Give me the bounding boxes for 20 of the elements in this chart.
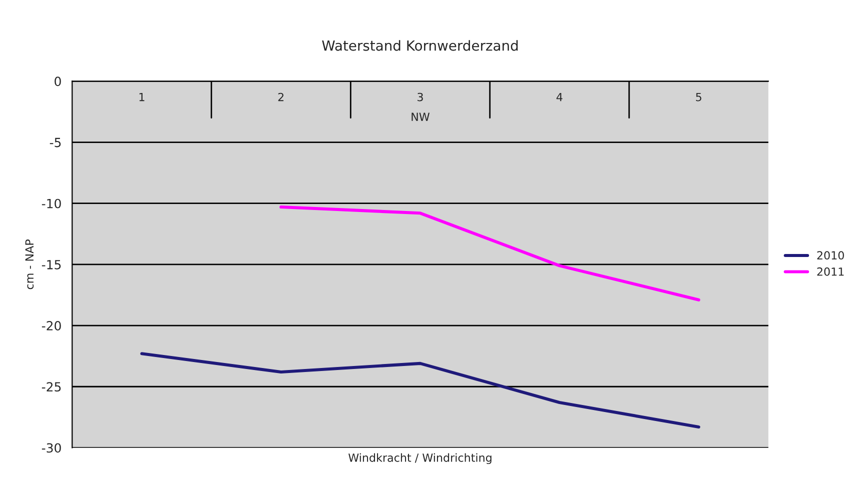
line-series xyxy=(279,205,700,302)
y-tick-label: -5 xyxy=(50,138,61,148)
y-tick-label: 0 xyxy=(54,76,61,86)
y-tick-label: -20 xyxy=(42,321,61,330)
y-tick-label: -15 xyxy=(42,260,61,270)
x-tick-label: 2 xyxy=(278,92,284,102)
x-axis-title: Windkracht / Windrichting xyxy=(348,453,492,464)
y-tick-label: -30 xyxy=(42,443,61,453)
annotation: NW xyxy=(412,112,430,121)
legend-label: 2011 xyxy=(817,267,844,276)
x-tick-label: 4 xyxy=(556,92,562,102)
line-series xyxy=(140,352,700,428)
y-tick-label: -10 xyxy=(42,198,61,208)
chart-title: Waterstand Kornwerderzand xyxy=(322,40,518,51)
x-tick-label: 1 xyxy=(139,92,144,102)
y-tick-label: -25 xyxy=(42,382,61,392)
y-axis-title: cm - NAP xyxy=(25,240,34,290)
x-tick-label: 3 xyxy=(418,92,423,102)
legend-label: 2010 xyxy=(817,251,844,260)
x-tick-label: 5 xyxy=(696,92,702,102)
